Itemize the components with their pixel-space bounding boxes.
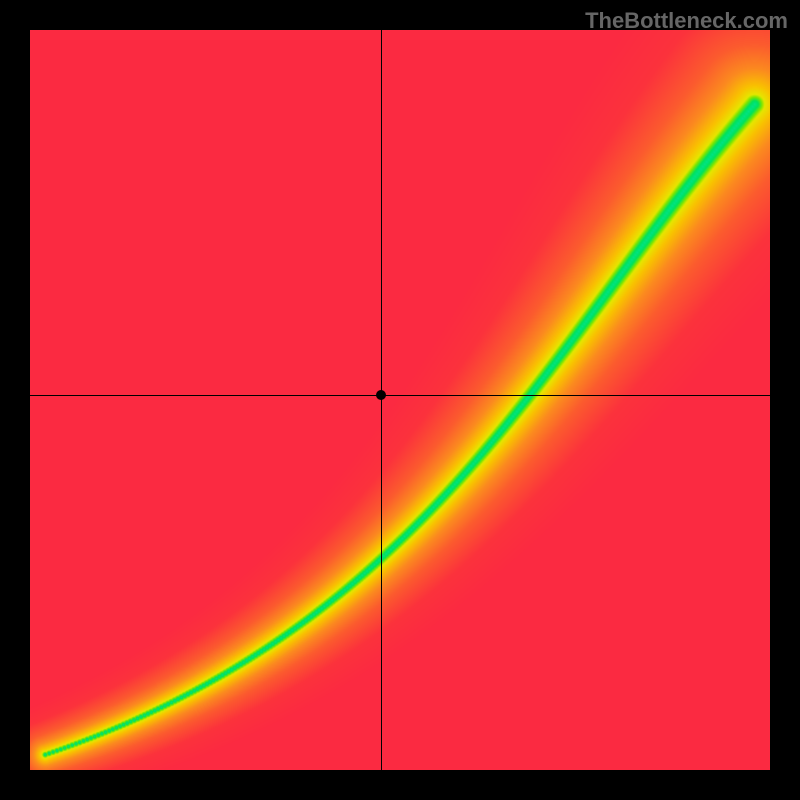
watermark-text: TheBottleneck.com xyxy=(585,8,788,34)
crosshair-marker-dot xyxy=(376,390,386,400)
crosshair-horizontal xyxy=(30,395,770,396)
heatmap-canvas xyxy=(30,30,770,770)
heatmap-plot xyxy=(30,30,770,770)
chart-container: TheBottleneck.com xyxy=(0,0,800,800)
crosshair-vertical xyxy=(381,30,382,770)
